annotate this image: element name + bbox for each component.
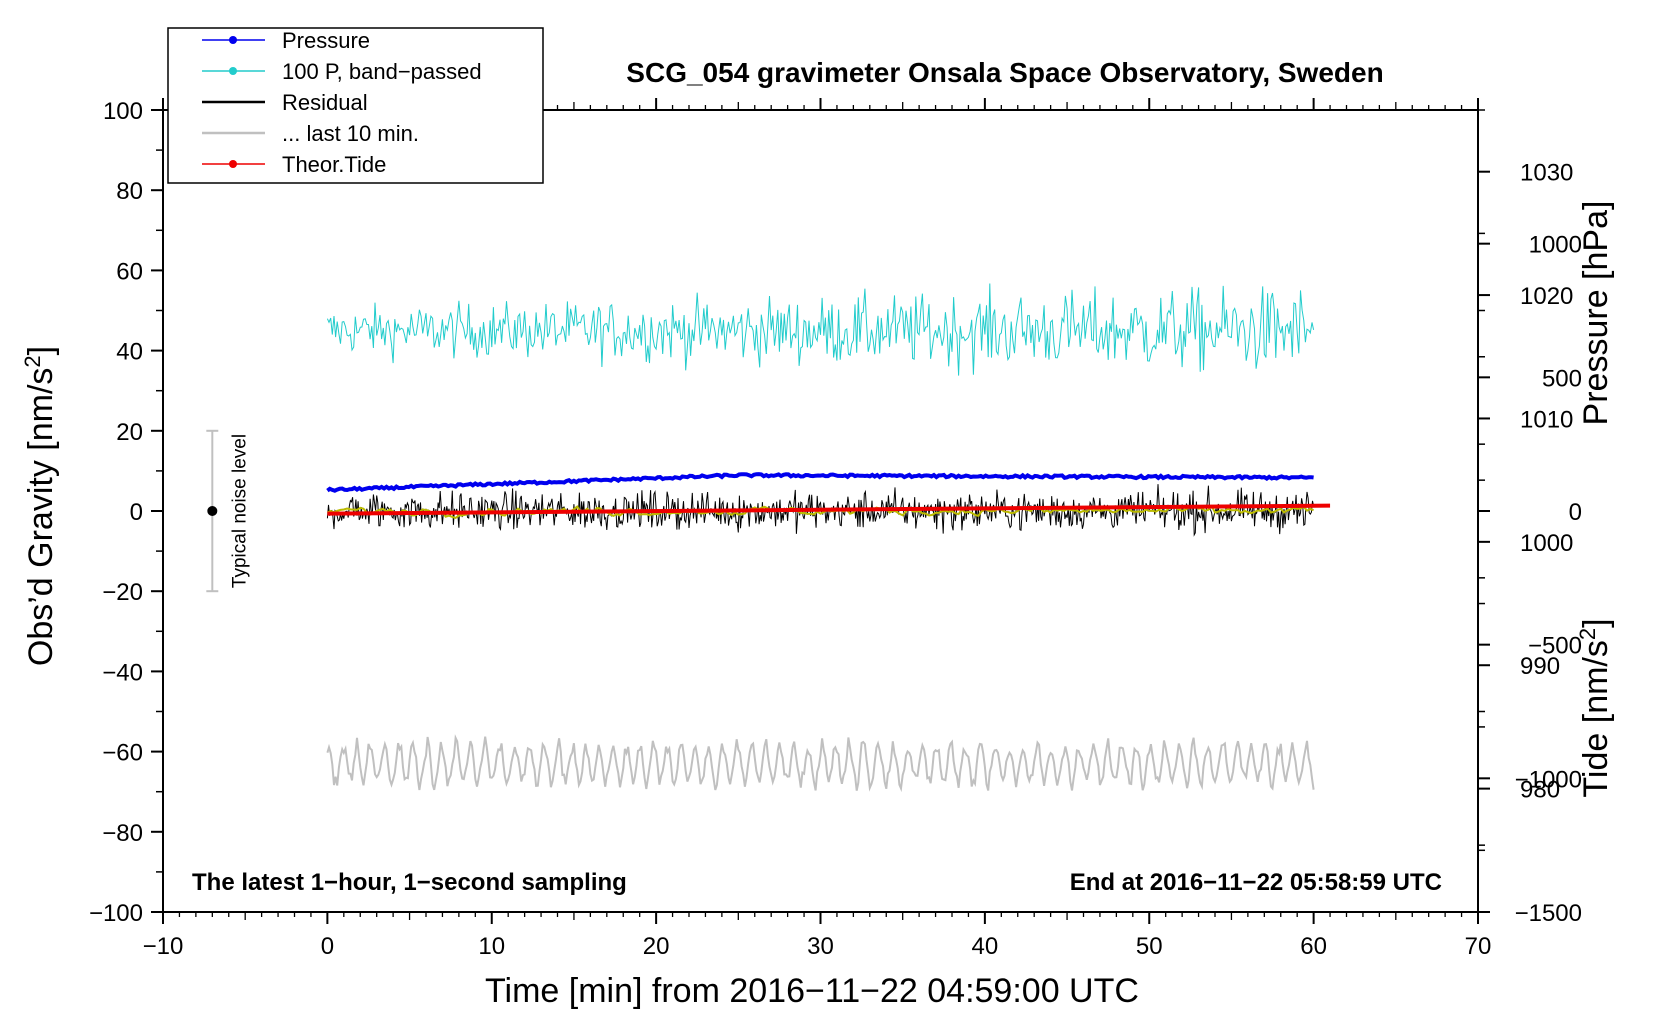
y-tick-label: 80 bbox=[116, 178, 143, 205]
legend-marker bbox=[229, 160, 237, 168]
x-tick-label: 10 bbox=[478, 933, 505, 960]
y-tick-label: 60 bbox=[116, 258, 143, 285]
legend-label: Theor.Tide bbox=[282, 152, 386, 177]
legend-marker bbox=[229, 36, 237, 44]
pressure-tick-label: 990 bbox=[1520, 653, 1560, 680]
y-tick-label: 0 bbox=[130, 499, 143, 526]
plot-data bbox=[326, 283, 1331, 793]
note-end-time: End at 2016−11−22 05:58:59 UTC bbox=[1070, 869, 1442, 896]
noise-label: Typical noise level bbox=[229, 434, 250, 588]
x-tick-label: 70 bbox=[1465, 933, 1492, 960]
series-pressure bbox=[326, 472, 1314, 493]
series-pressure-bandpassed bbox=[326, 283, 1315, 376]
y-tick-label: 100 bbox=[103, 98, 143, 125]
x-tick-label: 60 bbox=[1300, 933, 1327, 960]
tide-tick-label: −500 bbox=[1528, 633, 1582, 660]
tide-tick-label: 1000 bbox=[1529, 232, 1582, 259]
noise-bar-dot bbox=[207, 506, 218, 516]
note-latest-hour: The latest 1−hour, 1−second sampling bbox=[192, 869, 627, 896]
tide-tick-label: −1000 bbox=[1515, 766, 1582, 793]
y-tick-label: −40 bbox=[102, 659, 143, 686]
pressure-tick-label: 1030 bbox=[1520, 160, 1573, 187]
legend-label: ... last 10 min. bbox=[282, 121, 419, 146]
series-last-10-min bbox=[326, 734, 1315, 793]
x-tick-label: 50 bbox=[1136, 933, 1163, 960]
y-axis-label-gravity: Obs’d Gravity [nm/s2] bbox=[20, 346, 60, 666]
pressure-tick-label: 1010 bbox=[1520, 406, 1573, 433]
noise-bar: Typical noise level bbox=[206, 429, 250, 593]
legend-label: 100 P, band−passed bbox=[282, 59, 482, 84]
legend-label: Pressure bbox=[282, 28, 370, 53]
series-residual-smoothed bbox=[326, 504, 1314, 520]
legend-marker bbox=[229, 67, 237, 75]
y-tick-label: 40 bbox=[116, 339, 143, 366]
x-tick-label: −10 bbox=[143, 933, 184, 960]
y-tick-label: −60 bbox=[102, 740, 143, 767]
legend-label: Residual bbox=[282, 90, 368, 115]
chart-title: SCG_054 gravimeter Onsala Space Observat… bbox=[626, 57, 1383, 88]
series-theoretical-tide bbox=[327, 503, 1331, 516]
x-tick-label: 40 bbox=[972, 933, 999, 960]
x-axis-label: Time [min] from 2016−11−22 04:59:00 UTC bbox=[485, 972, 1139, 1010]
y-tick-label: −20 bbox=[102, 579, 143, 606]
legend-box bbox=[167, 27, 544, 184]
x-tick-label: 0 bbox=[321, 933, 334, 960]
tide-tick-label: −1500 bbox=[1515, 900, 1582, 927]
series-residual bbox=[326, 484, 1315, 537]
pressure-tick-label: 1000 bbox=[1520, 530, 1573, 557]
tide-tick-label: 500 bbox=[1542, 365, 1582, 392]
x-tick-label: 20 bbox=[643, 933, 670, 960]
x-tick-label: 30 bbox=[807, 933, 834, 960]
pressure-tick-label: 1020 bbox=[1520, 283, 1573, 310]
legend: Pressure 100 P, band−passed Residual ... la… bbox=[167, 27, 544, 184]
y-axis-label-pressure: Pressure [hPa] bbox=[1577, 201, 1615, 426]
y-axis-label-tide: Tide [nm/s2] bbox=[1575, 618, 1615, 797]
y-tick-label: −80 bbox=[102, 820, 143, 847]
ticks: −10 0 10 20 30 40 50 60 70100806040200−20−40−60−… bbox=[89, 98, 1582, 960]
y-tick-label: 20 bbox=[116, 419, 143, 446]
tide-tick-label: 0 bbox=[1569, 499, 1582, 526]
y-tick-label: −100 bbox=[89, 900, 143, 927]
pressure-tick-label: 980 bbox=[1520, 777, 1560, 804]
